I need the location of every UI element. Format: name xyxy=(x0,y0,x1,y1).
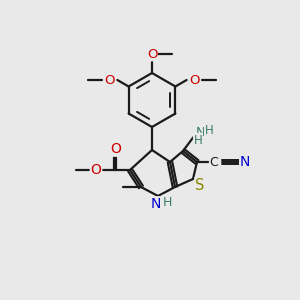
Text: N: N xyxy=(240,155,250,169)
Text: N: N xyxy=(151,197,161,211)
Text: C: C xyxy=(210,155,218,169)
Text: O: O xyxy=(111,142,122,156)
Text: O: O xyxy=(104,74,115,86)
Text: S: S xyxy=(195,178,205,193)
Text: H: H xyxy=(194,134,202,146)
Text: O: O xyxy=(189,74,200,86)
Text: N: N xyxy=(195,125,205,139)
Text: O: O xyxy=(91,163,101,177)
Text: H: H xyxy=(162,196,172,208)
Text: H: H xyxy=(205,124,213,136)
Text: O: O xyxy=(147,47,157,61)
